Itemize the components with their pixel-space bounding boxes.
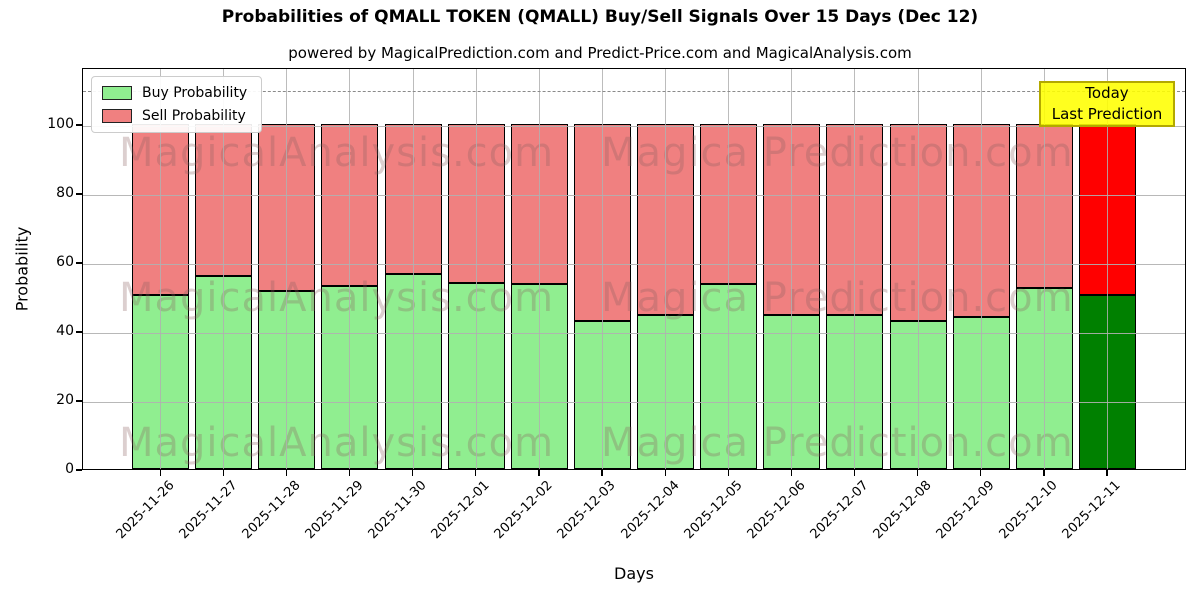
ytick-label-100: 100 bbox=[47, 115, 74, 132]
vgrid-2025-11-29 bbox=[349, 69, 351, 469]
xtick-mark-2025-12-11 bbox=[1106, 470, 1108, 476]
today-annotation: Today Last Prediction bbox=[1039, 81, 1175, 127]
ytick-label-20: 20 bbox=[56, 391, 74, 408]
ytick-mark-60 bbox=[76, 262, 82, 264]
threshold-dashed-line bbox=[83, 91, 1185, 93]
legend-label-sell: Sell Probability bbox=[142, 108, 246, 124]
x-axis-label: Days bbox=[614, 564, 654, 583]
chart-subtitle: powered by MagicalPrediction.com and Pre… bbox=[288, 44, 912, 62]
xtick-mark-2025-12-03 bbox=[601, 470, 603, 476]
ytick-mark-40 bbox=[76, 331, 82, 333]
legend: Buy Probability Sell Probability bbox=[91, 76, 263, 133]
today-annotation-line1: Today bbox=[1085, 84, 1129, 102]
chart-title: Probabilities of QMALL TOKEN (QMALL) Buy… bbox=[221, 7, 979, 27]
plot-area: MagicalAnalysis.com Magica Prediction.com… bbox=[82, 68, 1186, 470]
vgrid-2025-12-08 bbox=[917, 69, 919, 469]
ytick-mark-80 bbox=[76, 193, 82, 195]
hgrid-100 bbox=[83, 125, 1185, 127]
y-axis-label: Probability bbox=[12, 226, 32, 312]
vgrid-2025-11-30 bbox=[412, 69, 414, 469]
vgrid-2025-12-10 bbox=[1043, 69, 1045, 469]
xtick-mark-2025-11-27 bbox=[222, 470, 224, 476]
vgrid-2025-12-05 bbox=[728, 69, 730, 469]
vgrid-2025-11-28 bbox=[286, 69, 288, 469]
xtick-mark-2025-11-26 bbox=[159, 470, 161, 476]
vgrid-2025-11-26 bbox=[160, 69, 161, 469]
xtick-mark-2025-12-05 bbox=[727, 470, 729, 476]
today-annotation-line2: Last Prediction bbox=[1051, 105, 1163, 123]
legend-label-buy: Buy Probability bbox=[142, 85, 248, 101]
legend-item-sell: Sell Probability bbox=[102, 108, 247, 124]
hgrid-40 bbox=[83, 332, 1185, 334]
ytick-label-0: 0 bbox=[65, 461, 74, 477]
xtick-mark-2025-11-30 bbox=[412, 470, 414, 476]
ytick-label-60: 60 bbox=[56, 253, 74, 270]
ytick-mark-100 bbox=[76, 124, 82, 126]
xtick-mark-2025-12-02 bbox=[538, 470, 540, 476]
vgrid-2025-12-11 bbox=[1106, 69, 1108, 469]
vgrid-2025-12-06 bbox=[791, 69, 793, 469]
legend-item-buy: Buy Probability bbox=[102, 85, 247, 101]
vgrid-2025-12-02 bbox=[538, 69, 540, 469]
ytick-label-40: 40 bbox=[56, 322, 74, 339]
vgrid-2025-11-27 bbox=[223, 69, 225, 469]
buy-probability-swatch bbox=[102, 86, 132, 100]
vgrid-2025-12-01 bbox=[475, 69, 477, 469]
vgrid-2025-12-07 bbox=[854, 69, 856, 469]
xtick-mark-2025-12-04 bbox=[664, 470, 666, 476]
xtick-mark-2025-12-09 bbox=[980, 470, 982, 476]
hgrid-60 bbox=[83, 263, 1185, 265]
vgrid-2025-12-09 bbox=[980, 69, 982, 469]
hgrid-20 bbox=[83, 401, 1185, 403]
sell-probability-swatch bbox=[102, 109, 132, 123]
ytick-label-80: 80 bbox=[56, 184, 74, 201]
xtick-mark-2025-12-07 bbox=[853, 470, 856, 476]
ytick-mark-0 bbox=[76, 469, 82, 471]
ytick-mark-20 bbox=[76, 400, 82, 402]
vgrid-2025-12-04 bbox=[665, 69, 667, 469]
xtick-mark-2025-12-08 bbox=[917, 470, 919, 476]
xtick-mark-2025-12-06 bbox=[790, 470, 793, 476]
hgrid-80 bbox=[83, 194, 1185, 196]
xtick-mark-2025-11-29 bbox=[348, 470, 351, 476]
xtick-mark-2025-12-01 bbox=[475, 470, 477, 476]
vgrid-2025-12-03 bbox=[601, 69, 603, 469]
xtick-mark-2025-12-10 bbox=[1043, 470, 1045, 476]
xtick-mark-2025-11-28 bbox=[285, 470, 288, 476]
